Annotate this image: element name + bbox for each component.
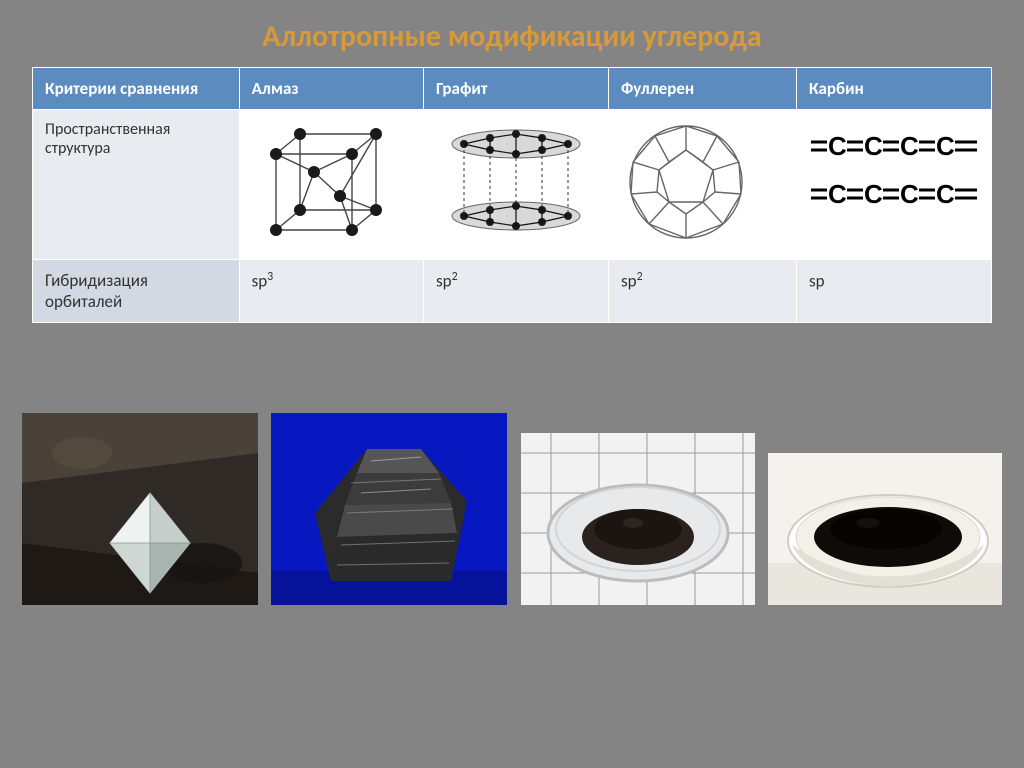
- svg-text:C: C: [828, 179, 847, 209]
- row-label-structure: Пространственная структура: [33, 110, 240, 260]
- hybrid-graphite: sp2: [424, 260, 609, 323]
- photo-carbyne: [768, 453, 1002, 605]
- page-title: Аллотропные модификации углерода: [0, 0, 1024, 67]
- header-diamond: Алмаз: [239, 68, 423, 110]
- structure-diamond: [239, 110, 423, 260]
- hybrid-fullerene: sp2: [609, 260, 797, 323]
- hybrid-graphite-base: sp: [436, 271, 452, 292]
- hybrid-diamond-base: sp: [252, 271, 268, 292]
- graphite-layers-icon: [436, 120, 596, 240]
- structure-carbyne: C C C C: [796, 110, 991, 260]
- hybrid-carbyne-base: sp: [809, 271, 825, 292]
- svg-text:C: C: [864, 131, 883, 161]
- table-row-hybridization: Гибридизация орбиталей sp3 sp2 sp2 sp: [33, 260, 992, 323]
- structure-fullerene: [609, 110, 797, 260]
- svg-text:C: C: [864, 179, 883, 209]
- header-criteria: Критерии сравнения: [33, 68, 240, 110]
- svg-text:C: C: [936, 131, 955, 161]
- row-label-hybridization: Гибридизация орбиталей: [33, 260, 240, 323]
- photo-row: [12, 413, 1012, 605]
- hybrid-fullerene-sup: 2: [637, 270, 643, 284]
- photo-graphite: [271, 413, 507, 605]
- header-fullerene: Фуллерен: [609, 68, 797, 110]
- hybrid-diamond: sp3: [239, 260, 423, 323]
- hybrid-graphite-sup: 2: [452, 270, 458, 284]
- header-graphite: Графит: [424, 68, 609, 110]
- header-carbyne: Карбин: [796, 68, 991, 110]
- allotrope-table: Критерии сравнения Алмаз Графит Фуллерен…: [32, 67, 992, 323]
- svg-text:C: C: [936, 179, 955, 209]
- table-header-row: Критерии сравнения Алмаз Графит Фуллерен…: [33, 68, 992, 110]
- photo-fullerene: [521, 433, 755, 605]
- svg-text:C: C: [828, 131, 847, 161]
- fullerene-icon: [621, 120, 751, 244]
- carbyne-chain-icon: C C C C: [809, 120, 979, 230]
- photo-diamond: [22, 413, 258, 605]
- hybrid-carbyne: sp: [796, 260, 991, 323]
- hybrid-diamond-sup: 3: [267, 270, 273, 284]
- hybrid-fullerene-base: sp: [621, 271, 637, 292]
- structure-graphite: [424, 110, 609, 260]
- diamond-lattice-icon: [252, 120, 402, 240]
- svg-text:C: C: [900, 131, 919, 161]
- svg-text:C: C: [900, 179, 919, 209]
- table-row-structure: Пространственная структура: [33, 110, 992, 260]
